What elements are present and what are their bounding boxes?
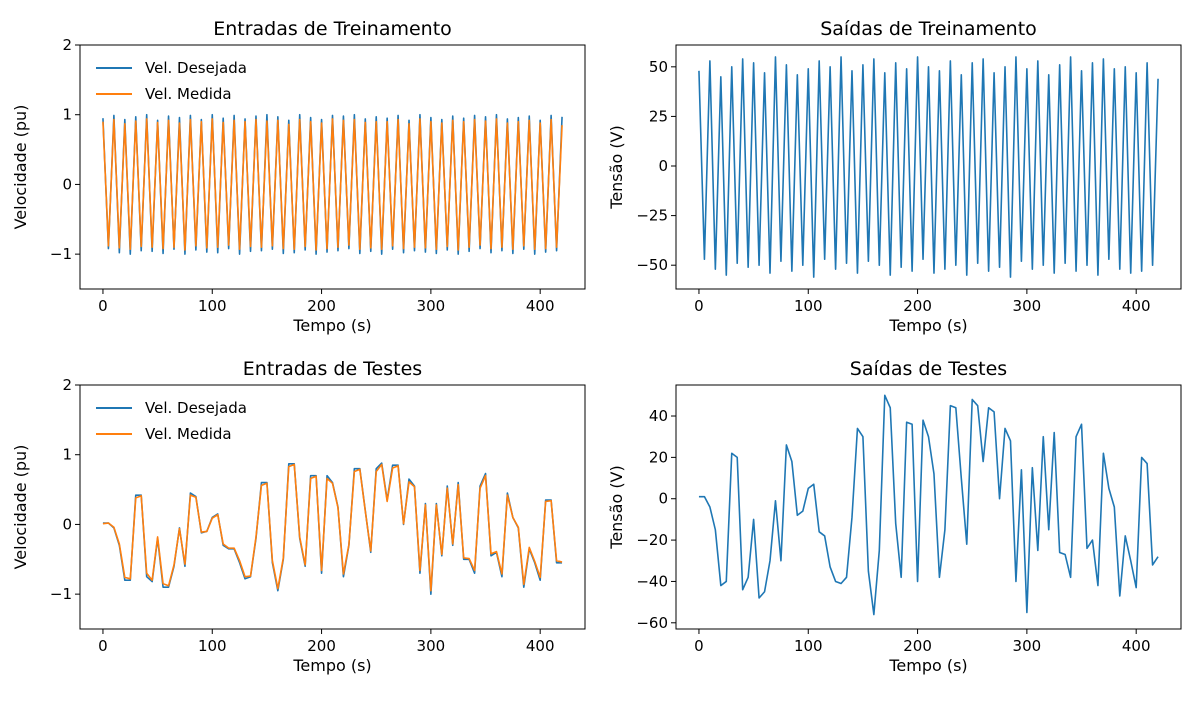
axes-frame [79, 44, 586, 290]
x-tick-label: 0 [694, 297, 704, 315]
y-tick-label: −40 [636, 572, 668, 590]
y-tick-label: −1 [50, 585, 72, 603]
chart-title: Entradas de Testes [243, 358, 422, 380]
chart-title: Saídas de Treinamento [820, 18, 1037, 40]
x-axis-label: Tempo (s) [888, 656, 967, 675]
x-tick-label: 200 [307, 637, 336, 655]
x-tick-label: 100 [198, 637, 227, 655]
legend-label: Vel. Medida [145, 425, 232, 443]
axes-frame [675, 384, 1182, 630]
series-line [102, 113, 563, 255]
x-tick-label: 400 [1122, 637, 1151, 655]
series-line [698, 394, 1159, 616]
chart-title: Saídas de Testes [850, 358, 1007, 380]
legend-label: Vel. Desejada [145, 399, 247, 417]
y-tick-label: 2 [62, 376, 72, 394]
y-axis-label: Velocidade (pu) [11, 445, 30, 570]
y-axis-label: Tensão (V) [607, 465, 626, 549]
x-tick-label: 300 [1013, 637, 1042, 655]
x-axis-label: Tempo (s) [888, 316, 967, 335]
axes-frame [79, 384, 586, 630]
y-tick-label: −1 [50, 245, 72, 263]
chart-title: Entradas de Treinamento [213, 18, 452, 40]
y-tick-label: −50 [636, 256, 668, 274]
x-tick-label: 100 [198, 297, 227, 315]
y-tick-label: 50 [649, 58, 668, 76]
y-tick-label: 40 [649, 407, 668, 425]
x-tick-label: 400 [526, 637, 555, 655]
series-line [102, 118, 563, 251]
series-line [102, 463, 563, 592]
series-line [698, 56, 1159, 278]
x-tick-label: 300 [417, 637, 446, 655]
y-axis-label: Tensão (V) [607, 125, 626, 209]
y-tick-label: 0 [658, 157, 668, 175]
legend-label: Vel. Desejada [145, 59, 247, 77]
x-tick-label: 300 [1013, 297, 1042, 315]
x-tick-label: 100 [794, 297, 823, 315]
x-tick-label: 300 [417, 297, 446, 315]
y-tick-label: 1 [62, 446, 72, 464]
y-tick-label: 0 [658, 490, 668, 508]
x-axis-label: Tempo (s) [292, 656, 371, 675]
y-tick-label: 25 [649, 107, 668, 125]
y-tick-label: −60 [636, 614, 668, 632]
y-tick-label: 1 [62, 106, 72, 124]
y-tick-label: −25 [636, 207, 668, 225]
y-axis-label: Velocidade (pu) [11, 105, 30, 230]
y-tick-label: 2 [62, 36, 72, 54]
x-tick-label: 200 [307, 297, 336, 315]
x-tick-label: 400 [1122, 297, 1151, 315]
y-tick-label: 20 [649, 448, 668, 466]
x-tick-label: 200 [903, 637, 932, 655]
x-tick-label: 200 [903, 297, 932, 315]
y-tick-label: −20 [636, 531, 668, 549]
x-axis-label: Tempo (s) [292, 316, 371, 335]
x-tick-label: 400 [526, 297, 555, 315]
legend-label: Vel. Medida [145, 85, 232, 103]
y-tick-label: 0 [62, 515, 72, 533]
axes-frame [675, 44, 1182, 290]
x-tick-label: 0 [98, 297, 108, 315]
x-tick-label: 0 [98, 637, 108, 655]
x-tick-label: 0 [694, 637, 704, 655]
x-tick-label: 100 [794, 637, 823, 655]
y-tick-label: 0 [62, 175, 72, 193]
